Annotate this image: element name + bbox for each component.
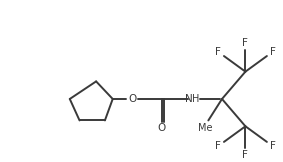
Text: Me: Me (198, 123, 213, 133)
Text: F: F (243, 150, 248, 160)
Text: F: F (215, 47, 221, 57)
Text: F: F (215, 141, 221, 151)
Text: N: N (185, 94, 193, 104)
Text: F: F (270, 141, 276, 151)
Text: O: O (157, 123, 166, 133)
Text: F: F (270, 47, 276, 57)
Text: O: O (128, 94, 136, 104)
Text: H: H (192, 94, 199, 104)
Text: F: F (243, 38, 248, 48)
